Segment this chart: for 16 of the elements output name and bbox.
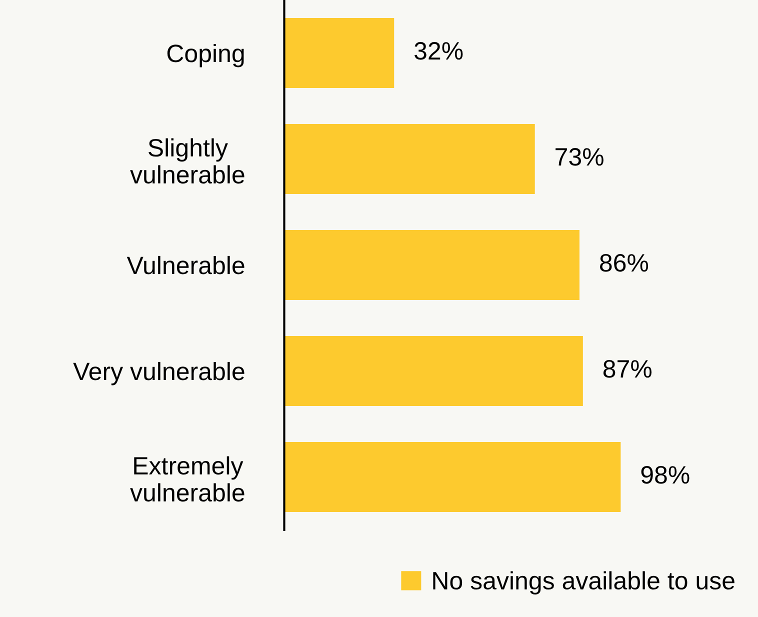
bar [284,230,580,300]
y-tick-label: Slightly vulnerable [130,138,244,184]
data-label: 73% [556,148,604,166]
y-tick-label: Vulnerable [126,256,244,274]
bar [284,124,535,194]
data-label: 32% [414,42,463,60]
bar [284,442,621,512]
bar [284,336,583,406]
data-label: 98% [641,466,690,484]
y-tick-label: Coping [167,44,244,68]
legend-label: No savings available to use [433,571,734,594]
y-tick-label: Very vulnerable [73,362,244,386]
data-label: 87% [603,360,652,378]
y-tick-label: Extremely vulnerable [130,456,244,502]
bar [284,18,394,88]
data-label: 86% [600,254,648,272]
